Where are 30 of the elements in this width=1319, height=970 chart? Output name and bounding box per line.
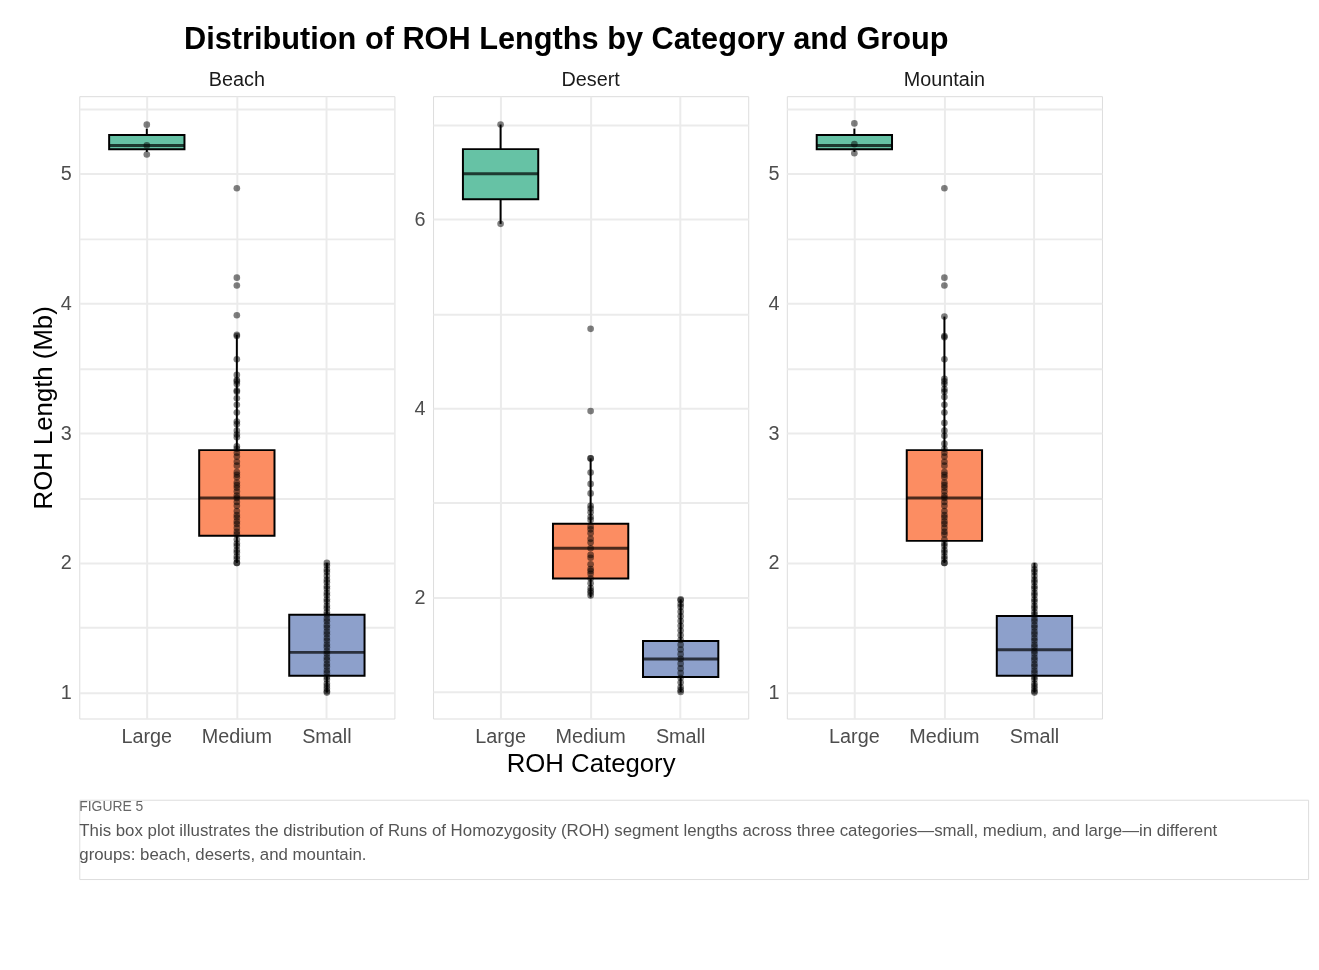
y-tick-label: 1 — [60, 681, 72, 704]
y-tick-label: 2 — [60, 551, 72, 574]
x-tick-label: Medium — [201, 724, 273, 747]
y-tick-label: 3 — [768, 421, 780, 444]
x-tick-label: Small — [655, 724, 706, 747]
y-tick-label: 4 — [60, 292, 72, 315]
y-tick-label: 4 — [768, 292, 780, 315]
y-tick-label: 2 — [768, 551, 780, 574]
x-tick-label: Small — [1009, 724, 1060, 747]
y-axis-title: ROH Length (Mb) — [28, 306, 57, 510]
x-tick-label: Large — [121, 724, 173, 747]
x-tick-label: Medium — [555, 724, 626, 747]
x-tick-label: Large — [829, 724, 880, 747]
y-tick-label: 2 — [414, 585, 426, 608]
y-tick-label: 6 — [414, 207, 426, 230]
y-tick-label: 3 — [60, 421, 72, 444]
x-tick-label: Small — [302, 724, 352, 747]
chart-subtitle: Beach — [208, 68, 265, 91]
x-tick-label: Large — [475, 724, 526, 747]
x-tick-label: Medium — [909, 724, 980, 747]
y-tick-label: 5 — [60, 162, 72, 185]
y-tick-label: 1 — [768, 681, 780, 704]
caption: FIGURE 5 — [79, 797, 144, 814]
y-tick-label: 5 — [768, 162, 780, 185]
text: Distribution of ROH Lengths by Category and Group — [184, 21, 949, 57]
y-tick-label: 4 — [414, 396, 426, 419]
chart-subtitle: Mountain — [903, 68, 986, 91]
text: This box plot illustrates the distribution of Runs of Homozygosity (ROH) segment lengths across three categories—small, medium, and large—in different groups: beach, deserts, and mountain. — [79, 821, 1218, 865]
chart-subtitle: Desert — [561, 68, 621, 91]
x-axis-title: ROH Category — [506, 748, 676, 777]
